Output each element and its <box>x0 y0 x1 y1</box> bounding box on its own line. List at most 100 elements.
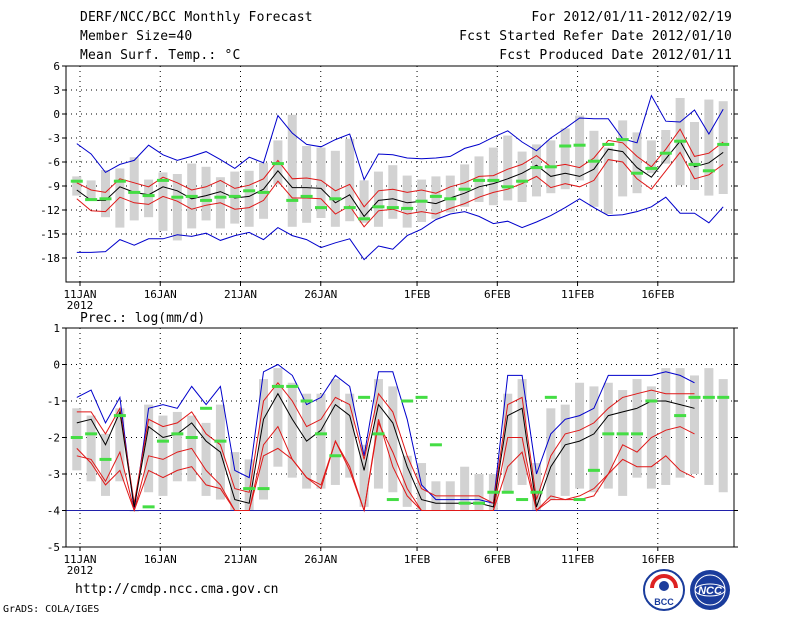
temp-spread-box <box>718 101 728 194</box>
temp-observed-mark <box>401 206 414 210</box>
prec-observed-mark <box>573 498 586 502</box>
prec-spread-box <box>575 382 585 489</box>
prec-median-line <box>76 392 695 508</box>
temp-observed-mark <box>516 179 529 183</box>
temp-spread-box <box>101 170 111 218</box>
prec-observed-mark <box>329 454 342 458</box>
temp-spread-box <box>330 150 340 227</box>
source-url: http://cmdp.ncc.cma.gov.cn <box>75 582 279 597</box>
temp-max-line <box>76 94 724 181</box>
temp-spread-box <box>632 132 642 194</box>
prec-spread-box <box>259 379 269 500</box>
bcc-logo: BCC <box>643 569 685 611</box>
prec-spread-box <box>158 415 168 496</box>
temp-min-line <box>76 196 724 261</box>
temp-ytick-label: 6 <box>53 60 60 73</box>
prec-spread-box <box>359 444 369 507</box>
prec-observed-mark <box>372 432 385 436</box>
prec-observed-mark <box>214 439 227 443</box>
temp-observed-mark <box>286 198 299 202</box>
prec-spread-box <box>661 368 671 485</box>
temp-xtick-label: 1FEB <box>404 288 431 301</box>
prec-observed-mark <box>85 432 98 436</box>
temp-spread-box <box>517 151 527 202</box>
variable-label: Mean Surf. Temp.: °C <box>80 48 241 63</box>
temp-xtick-label: 6FEB <box>484 288 511 301</box>
member-size-label: Member Size=40 <box>80 29 193 44</box>
prec-observed-mark <box>487 490 500 494</box>
temp-spread-box <box>488 147 498 206</box>
prec-xtick-label: 1FEB <box>404 553 431 566</box>
temp-spread-box <box>460 164 470 207</box>
temp-observed-mark <box>473 178 486 182</box>
temp-spread-box <box>345 138 355 222</box>
prec-spread-box <box>546 408 556 500</box>
temp-ytick-label: 3 <box>53 84 60 97</box>
prec-ytick-label: -1 <box>47 395 60 408</box>
prec-observed-mark <box>473 501 486 505</box>
prec-spread-box <box>460 466 470 511</box>
temp-observed-mark <box>645 166 658 170</box>
prec-spread-box <box>144 404 154 493</box>
temp-observed-mark <box>501 185 514 189</box>
temp-observed-mark <box>386 206 399 210</box>
prec-observed-mark <box>401 399 414 403</box>
prec-upper-pct-line <box>76 381 695 504</box>
temp-observed-mark <box>228 194 241 198</box>
temp-observed-mark <box>343 206 356 210</box>
temp-spread-box <box>302 146 312 223</box>
temp-frame <box>65 65 735 283</box>
prec-observed-mark <box>171 432 184 436</box>
temp-xtick-label: 11JAN <box>63 288 96 301</box>
prec-spread-box <box>86 415 96 482</box>
prec-spread-box <box>474 474 484 511</box>
temp-observed-mark <box>458 187 471 191</box>
prec-ytick-label: -4 <box>47 505 61 518</box>
prec-observed-mark <box>587 468 600 472</box>
prec-observed-mark <box>429 443 442 447</box>
prec-observed-mark <box>645 399 658 403</box>
temp-observed-mark <box>113 179 126 183</box>
prec-observed-mark <box>602 432 615 436</box>
prec-xtick-label: 6FEB <box>484 553 511 566</box>
prec-observed-mark <box>386 498 399 502</box>
temp-spread-box <box>531 144 541 197</box>
prec-observed-mark <box>243 487 256 491</box>
prec-spread-box <box>632 379 642 478</box>
prec-spread-box <box>560 404 570 496</box>
temp-spread-box <box>201 166 211 221</box>
prec-ytick-label: -5 <box>47 541 60 554</box>
temp-observed-mark <box>702 169 715 173</box>
prec-title: Prec.: log(mm/d) <box>80 311 205 326</box>
prec-xtick-label: 2012 <box>67 564 94 577</box>
temp-observed-mark <box>573 143 586 147</box>
prec-observed-mark <box>530 490 543 494</box>
temp-observed-mark <box>214 195 227 199</box>
prec-xtick-label: 11FEB <box>561 553 594 566</box>
prec-spread-box <box>517 379 527 485</box>
forecast-period: For 2012/01/11-2012/02/19 <box>531 10 732 25</box>
prec-lower-pct-line <box>76 421 695 513</box>
prec-spread-box <box>531 463 541 511</box>
prec-observed-mark <box>200 406 213 410</box>
temp-ytick-label: -12 <box>40 204 60 217</box>
temp-spread-box <box>144 179 154 218</box>
temp-observed-mark <box>487 178 500 182</box>
prec-observed-mark <box>688 395 701 399</box>
temp-observed-mark <box>415 199 428 203</box>
temp-spread-box <box>129 157 139 221</box>
temp-observed-mark <box>587 159 600 163</box>
temp-observed-mark <box>329 197 342 201</box>
prec-spread-box <box>244 459 254 511</box>
temp-upper-pct-line <box>76 128 724 208</box>
temp-observed-mark <box>185 194 198 198</box>
prec-ytick-label: -3 <box>47 468 60 481</box>
prec-spread-box <box>618 390 628 496</box>
prec-observed-mark <box>674 414 687 418</box>
prec-spread-box <box>230 452 240 511</box>
prec-spread-box <box>718 379 728 493</box>
prec-spread-box <box>589 386 599 493</box>
prec-observed-mark <box>271 384 284 388</box>
prec-spread-box <box>316 393 326 489</box>
temp-observed-mark <box>688 162 701 166</box>
